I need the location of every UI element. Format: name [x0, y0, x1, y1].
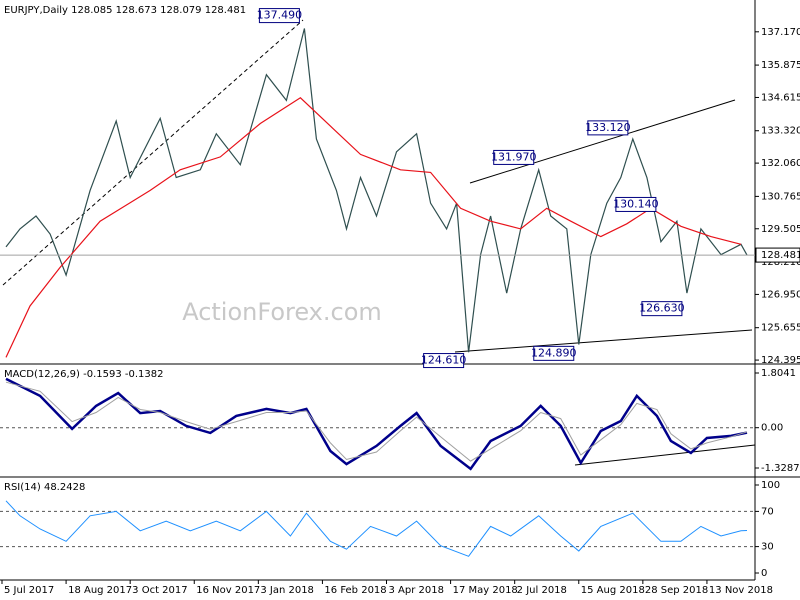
annotation-box: [493, 149, 535, 165]
x-tick-label: 15 Aug 2018: [581, 585, 645, 596]
y-tick-label: 134.615: [761, 92, 800, 103]
annotation-box: [615, 196, 657, 212]
trend-line: [574, 444, 756, 466]
y-tick-label: 1.8041: [761, 368, 796, 379]
last-price-box: [755, 247, 800, 263]
x-tick-label: 16 Nov 2017: [196, 585, 260, 596]
y-tick-label: 135.875: [761, 60, 800, 71]
x-tick-label: 2 Jul 2018: [517, 585, 567, 596]
series-line: [5, 97, 742, 358]
y-tick-label: 125.655: [761, 323, 800, 334]
annotation-box: [587, 120, 629, 136]
y-tick-label: 129.505: [761, 224, 800, 235]
series-line: [5, 381, 748, 462]
y-tick-label: 126.950: [761, 289, 800, 300]
annotation-label: 133.120: [585, 121, 631, 134]
annotation-label: 126.630: [639, 302, 685, 315]
y-tick-label: 0.00: [761, 423, 783, 434]
annotation-box: [641, 301, 683, 317]
x-tick-label: 16 Feb 2018: [324, 585, 386, 596]
annotation-label: 131.970: [491, 150, 537, 163]
panel-title: RSI(14) 48.2428: [4, 482, 85, 493]
annotation-box: [423, 353, 465, 369]
y-tick-label: 132.060: [761, 158, 800, 169]
y-tick-label: 70: [761, 506, 774, 517]
last-price-label: 128.481: [761, 250, 800, 261]
series-line: [5, 28, 748, 353]
panel-title: MACD(12,26,9) -0.1593 -0.1382: [4, 369, 164, 380]
panel-title: EURJPY,Daily 128.085 128.673 128.079 128…: [4, 5, 246, 16]
x-tick-label: 13 Nov 2018: [709, 585, 773, 596]
annotation-box: [258, 8, 300, 24]
series-line: [5, 377, 748, 471]
annotation-label: 130.140: [613, 197, 659, 210]
channel-line: [454, 329, 753, 353]
y-tick-label: 133.320: [761, 126, 800, 137]
y-tick-label: 124.395: [761, 355, 800, 366]
x-tick-label: 3 Oct 2017: [132, 585, 187, 596]
x-tick-label: 3 Apr 2018: [389, 585, 444, 596]
annotation-box: [533, 345, 575, 361]
y-tick-label: 100: [761, 480, 780, 491]
y-tick-label: 30: [761, 542, 774, 553]
watermark: ActionForex.com: [182, 298, 382, 326]
annotation-label: 137.490: [257, 9, 303, 22]
x-tick-label: 5 Jul 2017: [4, 585, 54, 596]
series-line: [5, 500, 748, 557]
x-tick-label: 18 Aug 2017: [68, 585, 132, 596]
y-tick-label: 130.765: [761, 191, 800, 202]
annotation-label: 124.890: [531, 346, 577, 359]
y-tick-label: 0: [761, 568, 767, 579]
channel-line: [469, 99, 736, 184]
annotation-label: 124.610: [421, 354, 467, 367]
x-tick-label: 3 Jan 2018: [260, 585, 314, 596]
y-tick-label: 137.170: [761, 27, 800, 38]
x-tick-label: 17 May 2018: [453, 585, 518, 596]
y-tick-label: -1.3287: [761, 463, 800, 474]
x-tick-label: 28 Sep 2018: [645, 585, 708, 596]
